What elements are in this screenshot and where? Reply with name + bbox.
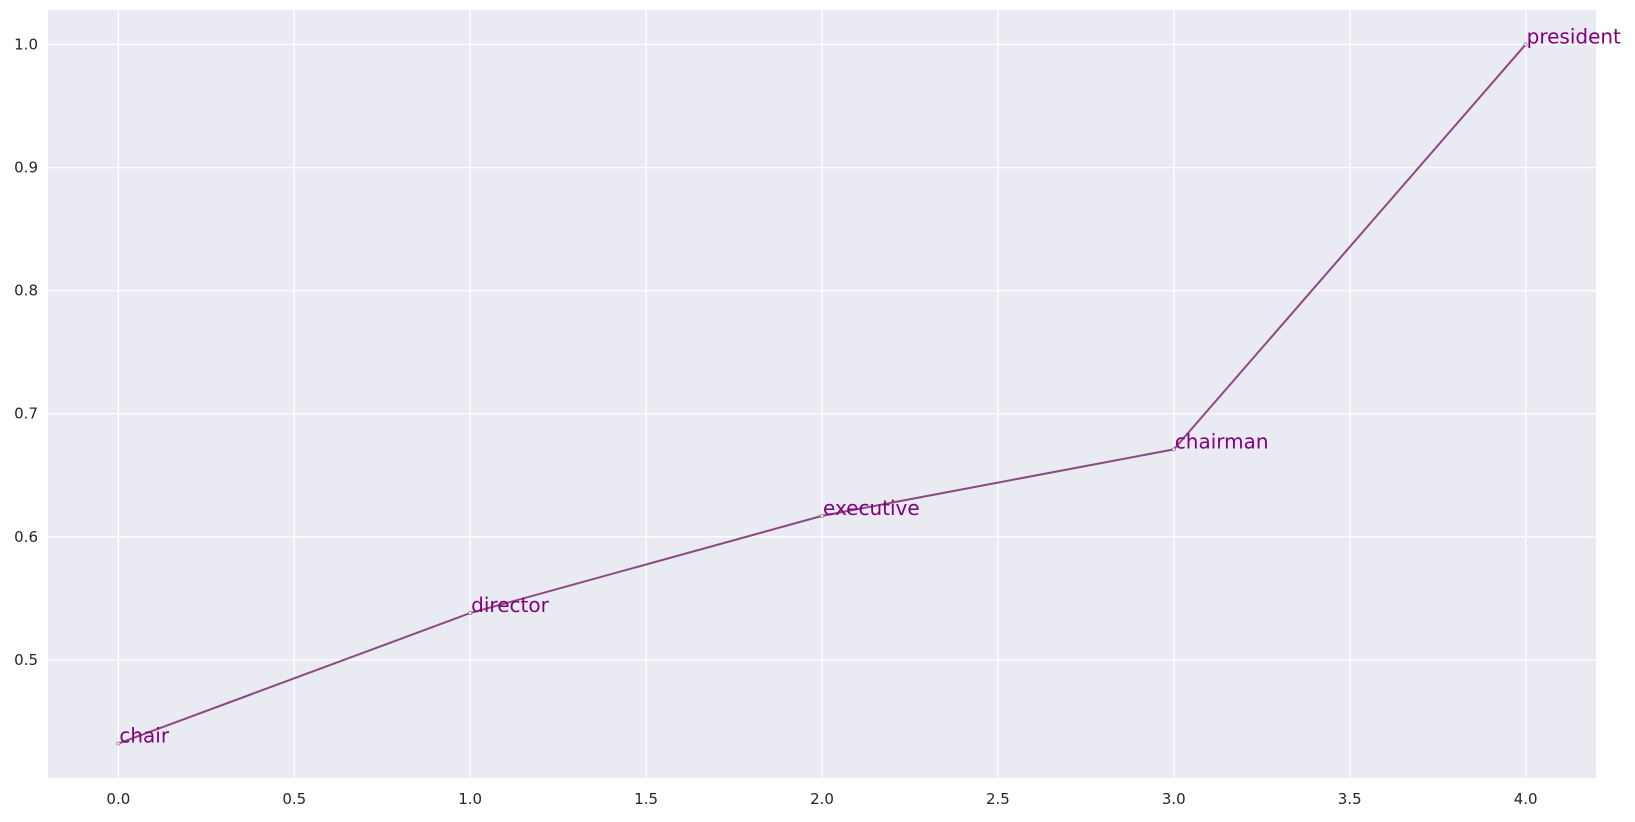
- x-tick-label: 0.0: [106, 790, 130, 808]
- data-point: [820, 513, 824, 518]
- grid: [48, 10, 1596, 778]
- y-axis-ticks: 0.5 0.6 0.7 0.8 0.9 1.0: [14, 35, 38, 668]
- x-tick-label: 3.5: [1338, 790, 1362, 808]
- x-tick-label: 4.0: [1514, 790, 1538, 808]
- y-tick-label: 1.0: [14, 35, 38, 53]
- point-label: director: [471, 593, 549, 617]
- x-tick-label: 0.5: [282, 790, 306, 808]
- point-label: president: [1527, 24, 1621, 48]
- point-label: chair: [119, 724, 169, 748]
- x-tick-label: 3.0: [1162, 790, 1186, 808]
- series-layer: chair director executive chairman president: [116, 24, 1621, 748]
- data-point: [1523, 42, 1528, 47]
- x-axis-ticks: 0.0 0.5 1.0 1.5 2.0 2.5 3.0 3.5 4.0: [106, 790, 1537, 808]
- y-tick-label: 0.5: [14, 651, 38, 669]
- y-tick-label: 0.8: [14, 282, 38, 300]
- y-tick-label: 0.7: [14, 405, 38, 423]
- point-label: chairman: [1175, 429, 1269, 453]
- y-tick-label: 0.6: [14, 528, 38, 546]
- data-point: [1171, 447, 1176, 452]
- point-label: executive: [823, 496, 920, 520]
- x-tick-label: 2.5: [986, 790, 1010, 808]
- data-point: [468, 611, 473, 615]
- y-tick-label: 0.9: [14, 159, 38, 177]
- x-tick-label: 1.0: [458, 790, 482, 808]
- data-point: [116, 741, 121, 746]
- x-tick-label: 2.0: [810, 790, 834, 808]
- x-tick-label: 1.5: [634, 790, 658, 808]
